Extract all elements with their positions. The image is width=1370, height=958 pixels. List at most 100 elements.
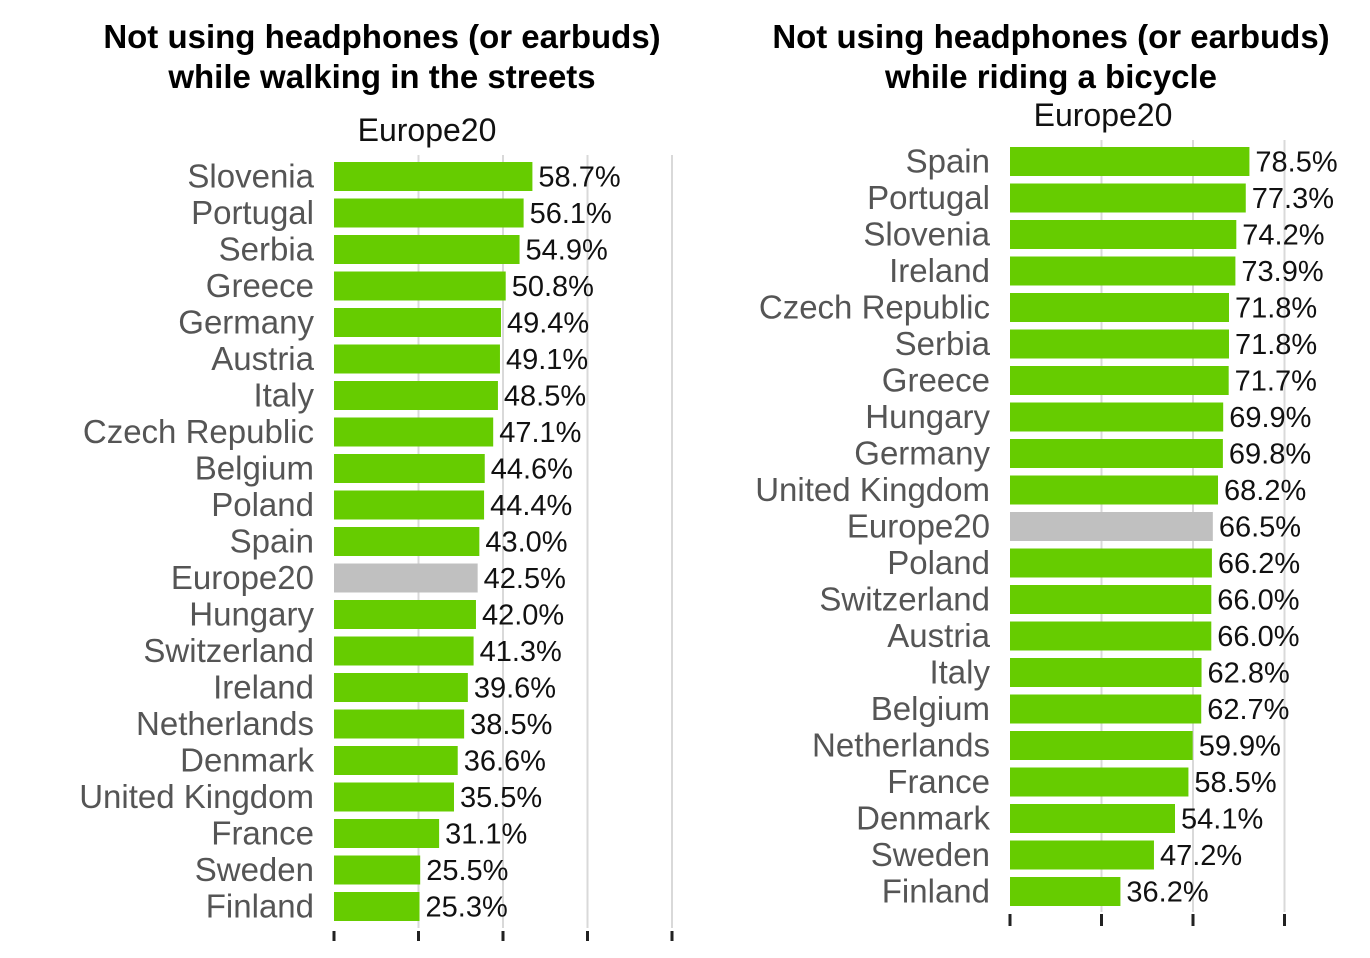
category-label: Italy <box>253 377 314 414</box>
bar <box>1010 877 1121 906</box>
category-label: Denmark <box>856 800 990 837</box>
category-label: Switzerland <box>819 581 990 618</box>
bar <box>334 235 520 264</box>
bar <box>334 527 480 556</box>
category-label: Spain <box>230 523 314 560</box>
value-label: 71.8% <box>1235 329 1317 361</box>
bar <box>334 344 500 374</box>
value-label: 48.5% <box>504 381 586 413</box>
value-label: 66.0% <box>1217 585 1299 617</box>
category-label: Portugal <box>191 194 314 231</box>
bar <box>1010 804 1176 833</box>
chart-panel-walking: Not using headphones (or earbuds) while … <box>79 18 674 941</box>
value-label: 42.0% <box>482 600 564 632</box>
bar <box>334 782 454 812</box>
bar <box>334 673 468 702</box>
value-label: 49.1% <box>506 344 588 376</box>
category-label: Poland <box>211 486 314 523</box>
x-axis-ticks <box>332 931 674 941</box>
category-label: Denmark <box>180 742 314 779</box>
category-label: Czech Republic <box>759 289 990 326</box>
bar <box>334 198 524 228</box>
bar <box>334 709 465 739</box>
category-label: Switzerland <box>143 632 314 669</box>
bar <box>1010 293 1229 322</box>
category-label: France <box>211 815 314 852</box>
value-label: 54.1% <box>1181 804 1263 836</box>
category-label: Ireland <box>213 669 314 706</box>
value-label: 25.5% <box>426 855 508 887</box>
category-label: Serbia <box>219 231 315 268</box>
category-label: Portugal <box>867 179 990 216</box>
category-label: Netherlands <box>136 705 314 742</box>
value-label: 39.6% <box>474 673 556 705</box>
bar <box>334 746 458 775</box>
bar <box>334 162 533 191</box>
category-label: Italy <box>929 654 990 691</box>
bar <box>1010 840 1154 870</box>
category-label: Sweden <box>871 836 990 873</box>
bar <box>1010 475 1219 505</box>
value-label: 41.3% <box>480 636 562 668</box>
chart-subtitle: Europe20 <box>1033 97 1173 133</box>
category-label: Slovenia <box>187 158 314 195</box>
category-label: Germany <box>854 435 990 472</box>
value-label: 71.7% <box>1235 366 1317 398</box>
bar <box>1010 585 1212 614</box>
bar <box>1010 220 1237 249</box>
bar <box>1010 183 1246 213</box>
category-label: United Kingdom <box>79 778 314 815</box>
value-label: 73.9% <box>1241 256 1323 288</box>
bar <box>1010 731 1193 760</box>
chart-subtitle: Europe20 <box>357 112 497 148</box>
value-label: 59.9% <box>1199 731 1281 763</box>
value-label: 42.5% <box>484 563 566 595</box>
category-label: Hungary <box>189 596 314 633</box>
bar <box>1010 366 1229 395</box>
value-label: 49.4% <box>507 308 589 340</box>
category-label: Hungary <box>865 398 990 435</box>
value-label: 69.9% <box>1229 402 1311 434</box>
bar <box>334 454 485 483</box>
category-label: Netherlands <box>812 727 990 764</box>
category-label: United Kingdom <box>755 471 990 508</box>
bar <box>334 490 485 520</box>
category-label: Europe20 <box>171 559 314 596</box>
bar <box>334 819 440 848</box>
bar <box>1010 147 1250 176</box>
bar <box>1010 621 1212 651</box>
chart-panel-bicycle: Not using headphones (or earbuds) while … <box>700 0 1370 958</box>
bar <box>1010 329 1229 359</box>
bar <box>334 892 420 921</box>
average-bar <box>1010 512 1213 541</box>
value-label: 58.5% <box>1194 767 1276 799</box>
category-label: Serbia <box>895 325 991 362</box>
chart-title: Not using headphones (or earbuds) while … <box>103 18 661 95</box>
value-label: 66.5% <box>1219 512 1301 544</box>
value-label: 47.1% <box>499 417 581 449</box>
category-label: Austria <box>887 617 990 654</box>
value-label: 44.4% <box>490 490 572 522</box>
category-label: France <box>887 763 990 800</box>
value-label: 69.8% <box>1229 439 1311 471</box>
average-bar <box>334 563 478 593</box>
bar <box>334 381 498 410</box>
bar <box>334 600 476 629</box>
bar <box>1010 256 1236 286</box>
value-label: 36.6% <box>464 746 546 778</box>
value-label: 62.7% <box>1207 694 1289 726</box>
bar <box>1010 548 1212 578</box>
bar <box>334 855 421 885</box>
category-label: Sweden <box>195 851 314 888</box>
value-label: 66.2% <box>1218 548 1300 580</box>
category-label: Slovenia <box>863 216 990 253</box>
value-label: 54.9% <box>526 235 608 267</box>
value-label: 78.5% <box>1255 147 1337 179</box>
category-label: Spain <box>906 143 990 180</box>
value-label: 56.1% <box>530 198 612 230</box>
value-label: 47.2% <box>1160 840 1242 872</box>
category-label: Greece <box>206 267 314 304</box>
value-label: 31.1% <box>445 819 527 851</box>
category-label: Austria <box>211 340 314 377</box>
category-label: Finland <box>206 888 314 925</box>
